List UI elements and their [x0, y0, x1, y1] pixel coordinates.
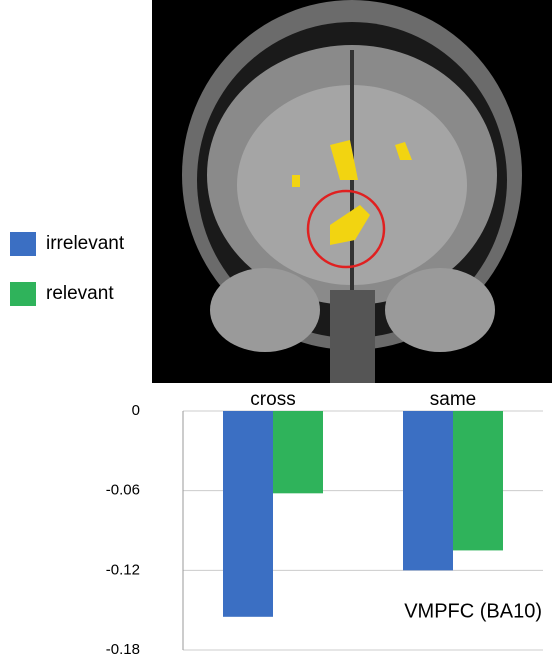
x-tick-label: cross	[250, 389, 295, 410]
y-tick-label: -0.18	[106, 641, 140, 658]
legend-label: relevant	[46, 283, 114, 304]
bar	[453, 411, 503, 550]
legend-swatch	[10, 282, 36, 306]
brain-image	[152, 0, 552, 383]
left-orbit	[210, 268, 320, 352]
bar	[273, 411, 323, 493]
nasal	[330, 290, 375, 383]
x-tick-label: same	[430, 389, 476, 410]
page: {"chart_data": {"type": "bar", "categori…	[0, 0, 552, 664]
activation	[292, 175, 300, 187]
right-orbit	[385, 268, 495, 352]
annotation: VMPFC (BA10)	[404, 600, 542, 622]
legend-label: irrelevant	[46, 233, 125, 254]
y-tick-label: -0.06	[106, 482, 140, 499]
legend-swatch	[10, 232, 36, 256]
bar	[403, 411, 453, 570]
y-tick-label: 0	[132, 402, 140, 419]
y-tick-label: -0.12	[106, 561, 140, 578]
figure: VMPFC (BA10) 0 -0.06 -0.12 -0.18 cross same ir…	[0, 0, 552, 664]
bar	[223, 411, 273, 617]
